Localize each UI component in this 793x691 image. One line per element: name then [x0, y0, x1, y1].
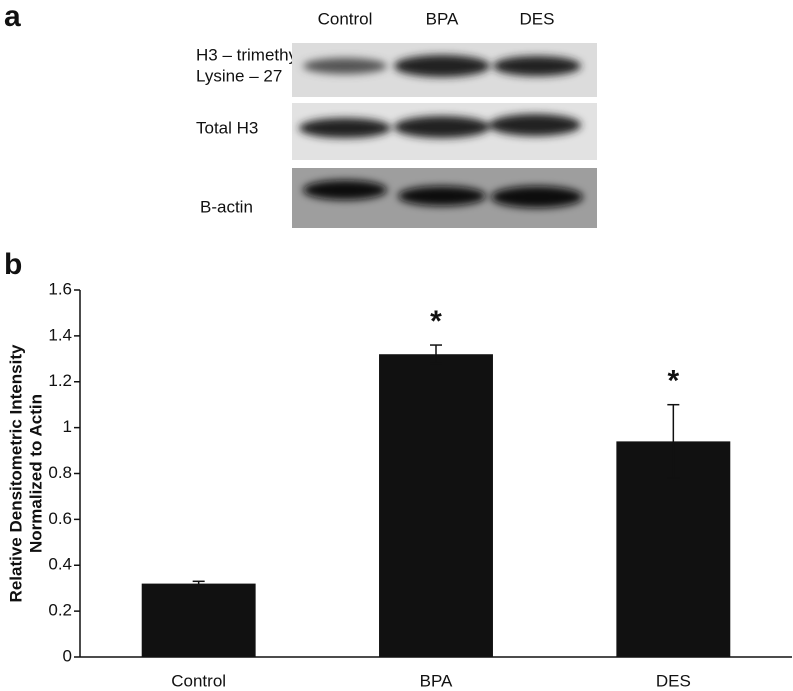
y-axis-title-line: Normalized to Actin — [26, 394, 45, 553]
bar — [379, 354, 493, 657]
y-axis-title: Relative Densitometric Intensity Normaliz… — [6, 344, 45, 602]
blot — [292, 43, 597, 228]
y-tick-label: 1.4 — [48, 325, 72, 344]
x-tick-label: Control — [171, 671, 226, 690]
y-axis-title-line: Relative Densitometric Intensity — [6, 344, 25, 602]
y-tick-label: 1.6 — [48, 279, 72, 298]
significance-marker: * — [667, 365, 679, 398]
error-bar — [192, 580, 205, 587]
row-label: B-actin — [200, 197, 253, 216]
y-tick-label: 0.8 — [48, 463, 72, 482]
row-label: Total H3 — [196, 118, 258, 137]
x-tick-label: DES — [656, 671, 691, 690]
y-tick-label: 1 — [63, 417, 72, 436]
bar — [141, 583, 256, 657]
y-tick-label: 0.2 — [48, 601, 72, 620]
y-tick-label: 0 — [63, 646, 72, 665]
y-tick-label: 1.2 — [48, 371, 72, 390]
x-tick-label: BPA — [420, 671, 453, 690]
panel-label: b — [4, 248, 22, 281]
panel-label: a — [4, 0, 21, 33]
y-tick-label: 0.4 — [48, 555, 72, 574]
y-tick-label: 0.6 — [48, 509, 72, 528]
lane-label: BPA — [426, 9, 459, 28]
significance-marker: * — [430, 305, 442, 338]
row-label: Lysine – 27 — [196, 66, 282, 85]
lane-label: DES — [520, 9, 555, 28]
error-bar — [667, 403, 680, 479]
lane-label: Control — [318, 9, 373, 28]
error-bar — [430, 344, 442, 365]
